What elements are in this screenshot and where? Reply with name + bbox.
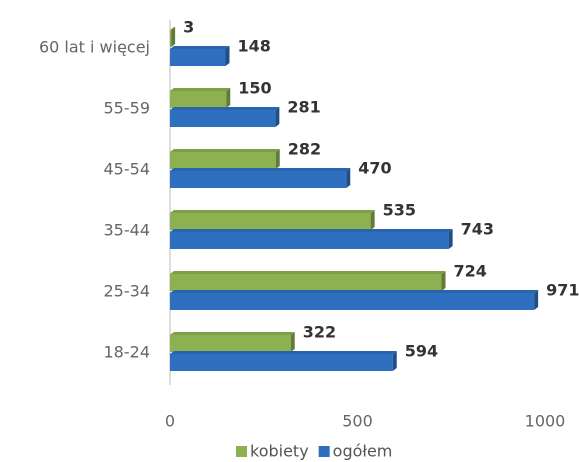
legend-label: ogółem — [333, 442, 393, 461]
bar-top — [170, 27, 176, 30]
category-label: 35-44 — [104, 221, 151, 240]
bar — [170, 27, 176, 47]
value-label: 535 — [383, 201, 416, 220]
x-tick-label: 1000 — [525, 412, 566, 431]
x-tick-label: 500 — [342, 412, 373, 431]
category-label: 25-34 — [104, 282, 151, 301]
bar-side — [370, 210, 375, 230]
bar-side — [448, 229, 453, 249]
bar — [170, 46, 230, 66]
bar — [170, 332, 295, 352]
bar-side — [275, 107, 280, 127]
category-label: 18-24 — [104, 343, 151, 362]
category-label: 60 lat i więcej — [39, 38, 150, 57]
bar-face — [170, 335, 291, 352]
bar-side — [225, 46, 230, 66]
bar — [170, 107, 280, 127]
bar — [170, 149, 280, 169]
bar-top — [170, 46, 230, 49]
bar — [170, 290, 539, 310]
bar — [170, 351, 397, 371]
value-label: 470 — [358, 159, 391, 178]
legend-swatch — [236, 446, 247, 457]
bar-side — [226, 88, 231, 108]
bar-face — [170, 171, 347, 188]
value-label: 148 — [238, 37, 271, 56]
bar-top — [170, 332, 295, 335]
value-label: 322 — [303, 323, 336, 342]
bar-face — [170, 213, 371, 230]
bar-top — [170, 290, 539, 293]
category-label: 55-59 — [104, 99, 151, 118]
bar-face — [170, 152, 276, 169]
bar — [170, 168, 351, 188]
value-label: 282 — [288, 140, 321, 159]
bar-side — [171, 27, 176, 47]
bar — [170, 88, 231, 108]
bar-face — [170, 49, 226, 66]
bar-face — [170, 110, 276, 127]
legend-label: kobiety — [250, 442, 309, 461]
x-tick-label: 0 — [165, 412, 175, 431]
value-label: 281 — [287, 98, 320, 117]
bar-side — [275, 149, 280, 169]
bar-face — [170, 91, 227, 108]
bar — [170, 271, 446, 291]
bar-face — [170, 274, 442, 291]
bar-face — [170, 293, 535, 310]
value-label: 150 — [238, 79, 271, 98]
bar-top — [170, 229, 453, 232]
bar-top — [170, 88, 231, 91]
legend-swatch — [318, 446, 330, 457]
bar-side — [290, 332, 295, 352]
bar-face — [170, 232, 449, 249]
value-label: 971 — [546, 281, 579, 300]
bar-side — [534, 290, 539, 310]
category-label: 45-54 — [104, 160, 151, 179]
value-label: 594 — [405, 342, 438, 361]
bar-side — [392, 351, 397, 371]
value-label: 743 — [461, 220, 494, 239]
bar-side — [346, 168, 351, 188]
value-label: 724 — [454, 262, 487, 281]
value-label: 3 — [183, 18, 194, 37]
bar-side — [441, 271, 446, 291]
bar — [170, 210, 375, 230]
bar-top — [170, 168, 351, 171]
bar-top — [170, 149, 280, 152]
bar-top — [170, 351, 397, 354]
bar-top — [170, 271, 446, 274]
bar — [170, 229, 453, 249]
bar-top — [170, 107, 280, 110]
bar-face — [170, 354, 393, 371]
bar-face — [170, 30, 172, 47]
bar-top — [170, 210, 375, 213]
